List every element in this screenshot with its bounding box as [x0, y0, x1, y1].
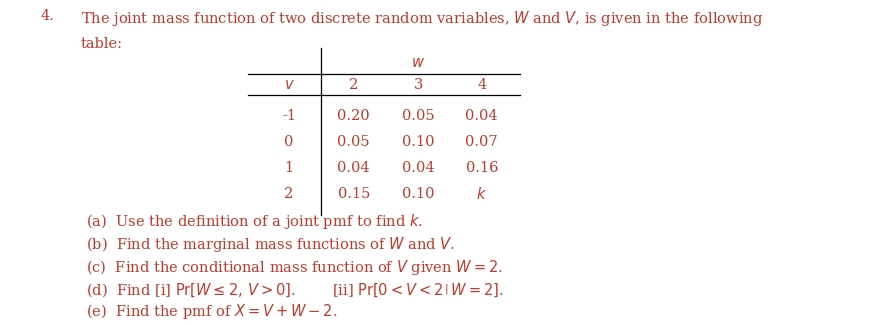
Text: table:: table:: [81, 37, 123, 51]
Text: $k$: $k$: [476, 186, 488, 202]
Text: 4: 4: [477, 79, 487, 93]
Text: 0.10: 0.10: [402, 187, 435, 201]
Text: 0.20: 0.20: [337, 109, 370, 123]
Text: 0.05: 0.05: [402, 109, 435, 123]
Text: (a)  Use the definition of a joint pmf to find $k$.: (a) Use the definition of a joint pmf to…: [86, 212, 423, 231]
Text: $w$: $w$: [411, 56, 425, 70]
Text: 0.04: 0.04: [402, 161, 435, 175]
Text: -1: -1: [282, 109, 296, 123]
Text: 4.: 4.: [40, 9, 55, 23]
Text: 0.04: 0.04: [337, 161, 370, 175]
Text: (b)  Find the marginal mass functions of $W$ and $V$.: (b) Find the marginal mass functions of …: [86, 235, 456, 254]
Text: 0.15: 0.15: [338, 187, 370, 201]
Text: 0: 0: [284, 135, 294, 149]
Text: 2: 2: [284, 187, 294, 201]
Text: (c)  Find the conditional mass function of $V$ given $W = 2$.: (c) Find the conditional mass function o…: [86, 258, 503, 277]
Text: 0.07: 0.07: [466, 135, 498, 149]
Text: $v$: $v$: [283, 79, 295, 93]
Text: (e)  Find the pmf of $X = V + W - 2$.: (e) Find the pmf of $X = V + W - 2$.: [86, 303, 338, 321]
Text: 0.05: 0.05: [337, 135, 370, 149]
Text: 1: 1: [284, 161, 294, 175]
Text: 3: 3: [414, 79, 423, 93]
Text: The joint mass function of two discrete random variables, $W$ and $V$, is given : The joint mass function of two discrete …: [81, 9, 763, 28]
Text: 0.16: 0.16: [466, 161, 498, 175]
Text: 0.04: 0.04: [466, 109, 498, 123]
Text: 2: 2: [349, 79, 358, 93]
Text: (d)  Find [i] $\Pr\!\left[W \leq 2,\, V > 0\right]$.        [ii] $\Pr\!\left[0 <: (d) Find [i] $\Pr\!\left[W \leq 2,\, V >…: [86, 282, 504, 299]
Text: 0.10: 0.10: [402, 135, 435, 149]
